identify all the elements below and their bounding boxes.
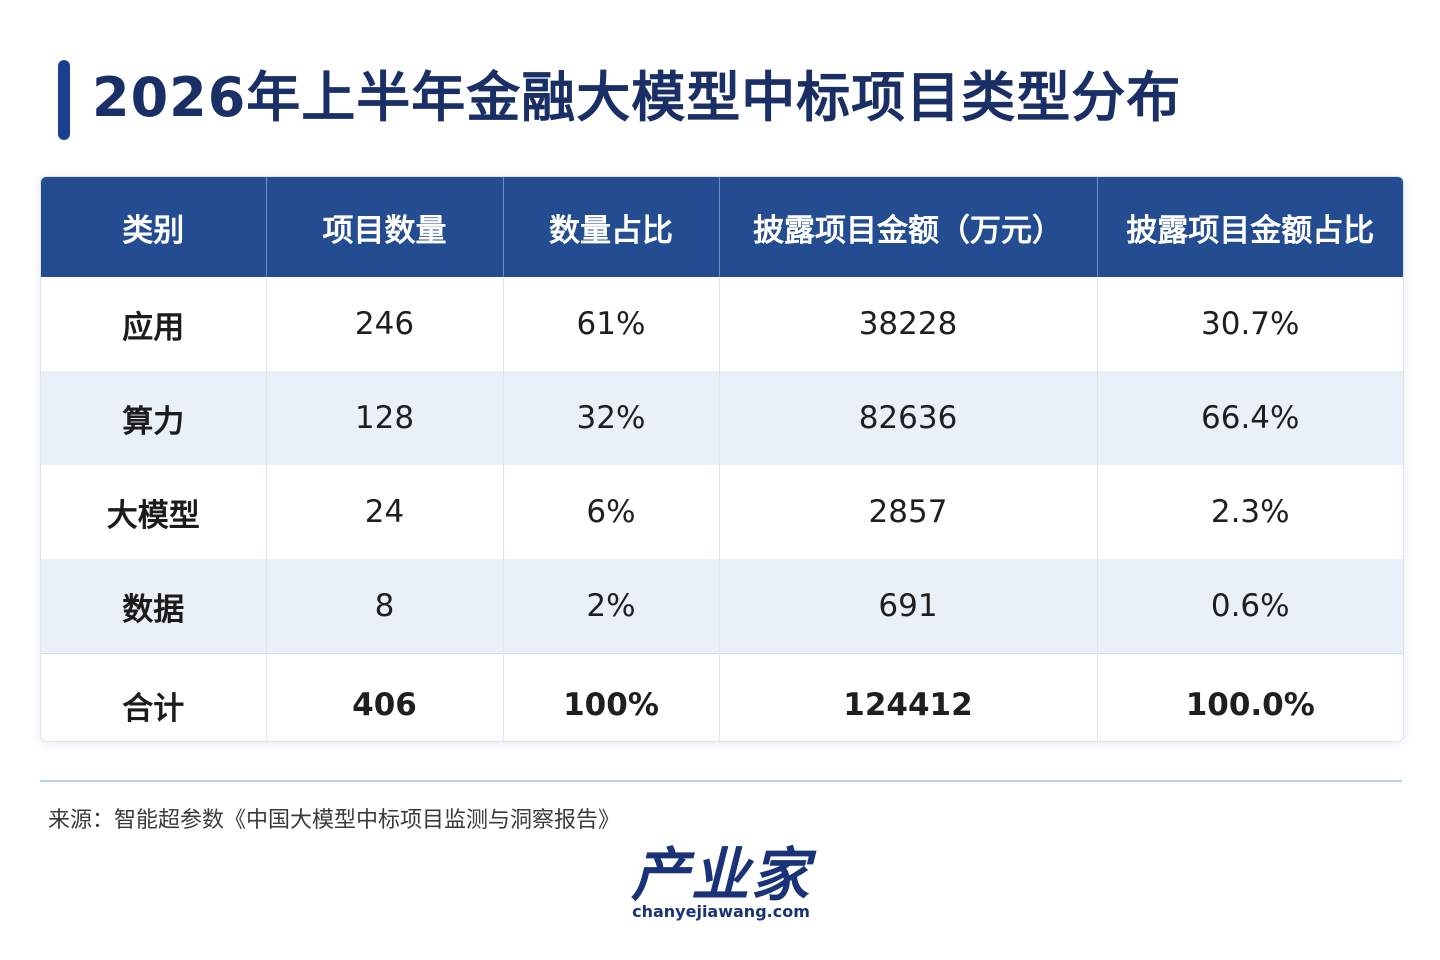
- count-share-cell: 2%: [503, 559, 720, 654]
- total-label-cell: 合计: [41, 653, 267, 741]
- count-share-cell: 61%: [503, 277, 720, 371]
- title-accent-bar: [58, 60, 70, 140]
- table-row: 算力 128 32% 82636 66.4%: [41, 371, 1403, 465]
- count-cell: 24: [266, 465, 504, 559]
- total-amount-share-cell: 100.0%: [1097, 653, 1403, 741]
- count-cell: 128: [266, 371, 504, 465]
- brand-url: chanyejiawang.com: [632, 902, 810, 921]
- table-row: 大模型 24 6% 2857 2.3%: [41, 465, 1403, 559]
- total-count-cell: 406: [266, 653, 504, 741]
- brand-logo: 产业家: [630, 841, 811, 909]
- amount-share-cell: 0.6%: [1097, 559, 1403, 654]
- data-table: 类别 项目数量 数量占比 披露项目金额（万元） 披露项目金额占比 应用 246 …: [41, 177, 1403, 741]
- category-cell: 大模型: [41, 465, 267, 559]
- table-total-row: 合计 406 100% 124412 100.0%: [41, 653, 1403, 741]
- count-cell: 246: [266, 277, 504, 371]
- amount-share-cell: 2.3%: [1210, 494, 1290, 530]
- total-count-share-cell: 100%: [503, 653, 720, 741]
- column-header: 数量占比: [503, 177, 720, 277]
- amount-share-cell: 66.4%: [1097, 371, 1403, 465]
- amount-cell: 38228: [719, 277, 1098, 371]
- source-note: 来源：智能超参数《中国大模型中标项目监测与洞察报告》: [48, 808, 621, 833]
- amount-cell: 82636: [719, 371, 1098, 465]
- column-header: 披露项目金额占比: [1097, 177, 1403, 277]
- table-row: 数据 8 2% 691 0.6%: [41, 559, 1403, 654]
- table-header-row: 类别 项目数量 数量占比 披露项目金额（万元） 披露项目金额占比: [41, 177, 1403, 277]
- table-row: 应用 246 61% 38228 30.7%: [41, 277, 1403, 371]
- total-amount-cell: 124412: [719, 653, 1098, 741]
- category-cell: 算力: [41, 371, 267, 465]
- category-cell: 应用: [41, 277, 267, 371]
- amount-cell: 2857: [719, 465, 1098, 559]
- column-header: 披露项目金额（万元）: [719, 177, 1098, 277]
- amount-share-cell: 30.7%: [1201, 306, 1300, 342]
- page-title: 2026年上半年金融大模型中标项目类型分布: [92, 66, 1182, 129]
- category-cell: 数据: [41, 559, 267, 654]
- column-header: 类别: [41, 177, 267, 277]
- amount-cell: 691: [719, 559, 1098, 654]
- data-table-container: 类别 项目数量 数量占比 披露项目金额（万元） 披露项目金额占比 应用 246 …: [40, 176, 1404, 742]
- count-cell: 8: [266, 559, 504, 654]
- count-share-cell: 32%: [503, 371, 720, 465]
- footer-divider: [40, 780, 1402, 782]
- column-header: 项目数量: [266, 177, 504, 277]
- count-share-cell: 6%: [503, 465, 720, 559]
